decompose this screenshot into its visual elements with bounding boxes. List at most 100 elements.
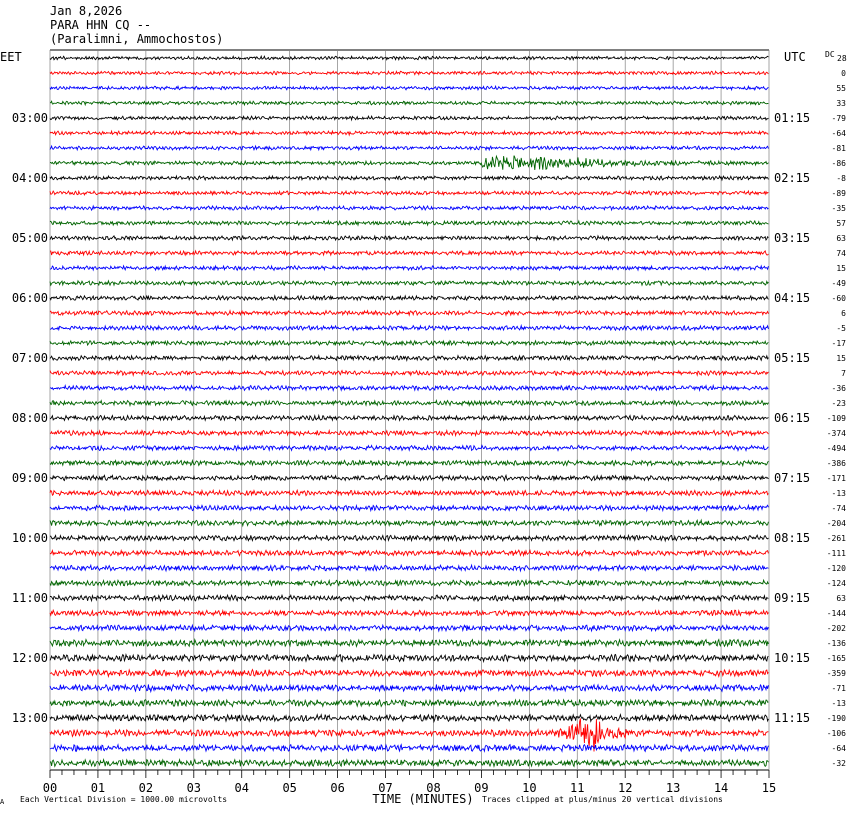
dc-offset-label: -49 (832, 279, 847, 288)
left-hour-label: 11:00 (12, 591, 48, 605)
dc-offset-label: -124 (827, 579, 846, 588)
right-hour-label: 07:15 (774, 471, 810, 485)
seismic-trace-row (49, 683, 769, 694)
x-tick-label: 10 (522, 781, 536, 795)
x-tick-label: 15 (762, 781, 776, 795)
right-timezone-label: UTC (784, 50, 806, 64)
seismic-trace-row (49, 757, 769, 769)
right-hour-label: 05:15 (774, 351, 810, 365)
dc-offset-label: -144 (827, 609, 846, 618)
dc-offset-label: 63 (836, 594, 846, 603)
seismic-trace-row (49, 548, 769, 558)
seismic-trace-row (49, 413, 769, 423)
dc-offset-label: -494 (827, 444, 846, 453)
dc-offset-label: -74 (832, 504, 847, 513)
dc-header: DC (825, 50, 835, 59)
dc-offset-label: -261 (827, 534, 846, 543)
seismic-trace-row (49, 488, 769, 498)
seismic-trace-row (49, 444, 769, 453)
dc-offset-label: -35 (832, 204, 847, 213)
seismic-trace-row (49, 743, 769, 753)
seismic-trace-row (49, 578, 769, 588)
seismic-trace-row (49, 503, 769, 513)
dc-offset-label: 57 (836, 219, 846, 228)
seismic-trace-row (49, 623, 769, 633)
x-tick-label: 05 (282, 781, 296, 795)
right-hour-label: 11:15 (774, 711, 810, 725)
dc-offset-label: -120 (827, 564, 846, 573)
dc-offset-label: -13 (832, 699, 847, 708)
right-hour-label: 04:15 (774, 291, 810, 305)
left-hour-label: 10:00 (12, 531, 48, 545)
right-hour-label: 09:15 (774, 591, 810, 605)
dc-offset-label: 7 (841, 369, 846, 378)
dc-offset-label: -23 (832, 399, 847, 408)
dc-offset-label: -109 (827, 414, 846, 423)
x-axis-title: TIME (MINUTES) (372, 792, 473, 806)
dc-offset-label: -111 (827, 549, 846, 558)
seismic-trace-row (49, 323, 769, 332)
left-hour-label: 04:00 (12, 171, 48, 185)
x-tick-label: 08 (426, 781, 440, 795)
seismic-trace-row (49, 339, 769, 347)
left-hour-label: 08:00 (12, 411, 48, 425)
seismic-trace-row (49, 84, 769, 92)
seismic-trace-row (49, 144, 769, 152)
seismic-trace-row (49, 70, 769, 77)
seismic-trace-row (49, 653, 769, 664)
x-tick-label: 09 (474, 781, 488, 795)
plot-date: Jan 8,2026 (50, 4, 123, 18)
dc-offset-label: -79 (832, 114, 847, 123)
left-hour-label: 07:00 (12, 351, 48, 365)
left-hour-label: 06:00 (12, 291, 48, 305)
seismic-trace-row (49, 718, 769, 752)
dc-offset-label: -204 (827, 519, 846, 528)
seismic-trace-row (49, 354, 769, 363)
dc-offset-label: 55 (836, 84, 846, 93)
seismic-trace-row (49, 279, 769, 287)
dc-offset-label: 33 (836, 99, 846, 108)
seismic-trace-row (49, 154, 769, 170)
seismic-trace-row (49, 608, 769, 618)
seismic-trace-row (49, 533, 769, 543)
seismic-trace-row (49, 234, 769, 242)
x-tick-label: 11 (570, 781, 584, 795)
left-hour-label: 03:00 (12, 111, 48, 125)
left-hour-label: 12:00 (12, 651, 48, 665)
seismic-trace-row (49, 698, 769, 708)
dc-offset-label: -89 (832, 189, 847, 198)
seismic-trace-row (49, 593, 769, 603)
seismic-trace-row (49, 204, 769, 212)
x-tick-label: 02 (139, 781, 153, 795)
dc-offset-label: -71 (832, 684, 847, 693)
seismic-trace-row (49, 369, 769, 377)
dc-offset-label: 74 (836, 249, 846, 258)
seismic-trace-row (49, 458, 769, 468)
x-tick-label: 01 (91, 781, 105, 795)
dc-offset-label: -13 (832, 489, 847, 498)
dc-offset-label: -86 (832, 159, 847, 168)
dc-offset-label: -359 (827, 669, 846, 678)
station-location: (Paralimni, Ammochostos) (50, 32, 224, 46)
seismic-trace-row (49, 294, 769, 302)
dc-offset-label: -136 (827, 639, 846, 648)
seismic-trace-row (49, 129, 769, 137)
x-tick-label: 03 (187, 781, 201, 795)
left-timezone-label: EET (0, 50, 22, 64)
seismic-trace-row (49, 713, 769, 724)
dc-offset-label: 0 (841, 69, 846, 78)
dc-offset-label: -374 (827, 429, 846, 438)
right-hour-label: 08:15 (774, 531, 810, 545)
seismic-trace-row (49, 309, 769, 317)
left-hour-label: 13:00 (12, 711, 48, 725)
dc-offset-label: 6 (841, 309, 846, 318)
seismic-trace-row (49, 638, 769, 649)
dc-offset-label: -171 (827, 474, 846, 483)
seismic-trace-row (49, 264, 769, 272)
seismic-trace-row (49, 398, 769, 408)
x-tick-label: 04 (235, 781, 249, 795)
x-tick-label: 12 (618, 781, 632, 795)
seismic-trace-row (49, 219, 769, 227)
left-hour-label: 09:00 (12, 471, 48, 485)
footer-scale-note: Each Vertical Division = 1000.00 microvo… (20, 795, 227, 804)
